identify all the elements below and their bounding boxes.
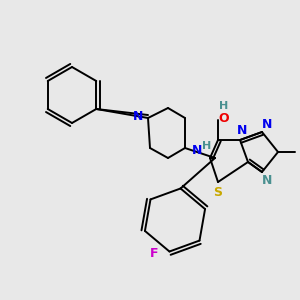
Text: N: N (262, 173, 272, 187)
Text: H: H (219, 101, 229, 111)
Text: N: N (262, 118, 272, 130)
Text: F: F (150, 247, 159, 260)
Text: N: N (133, 110, 143, 122)
Text: H: H (202, 141, 211, 151)
Text: N: N (237, 124, 247, 136)
Text: S: S (214, 185, 223, 199)
Text: O: O (219, 112, 229, 124)
Text: N: N (192, 143, 202, 157)
